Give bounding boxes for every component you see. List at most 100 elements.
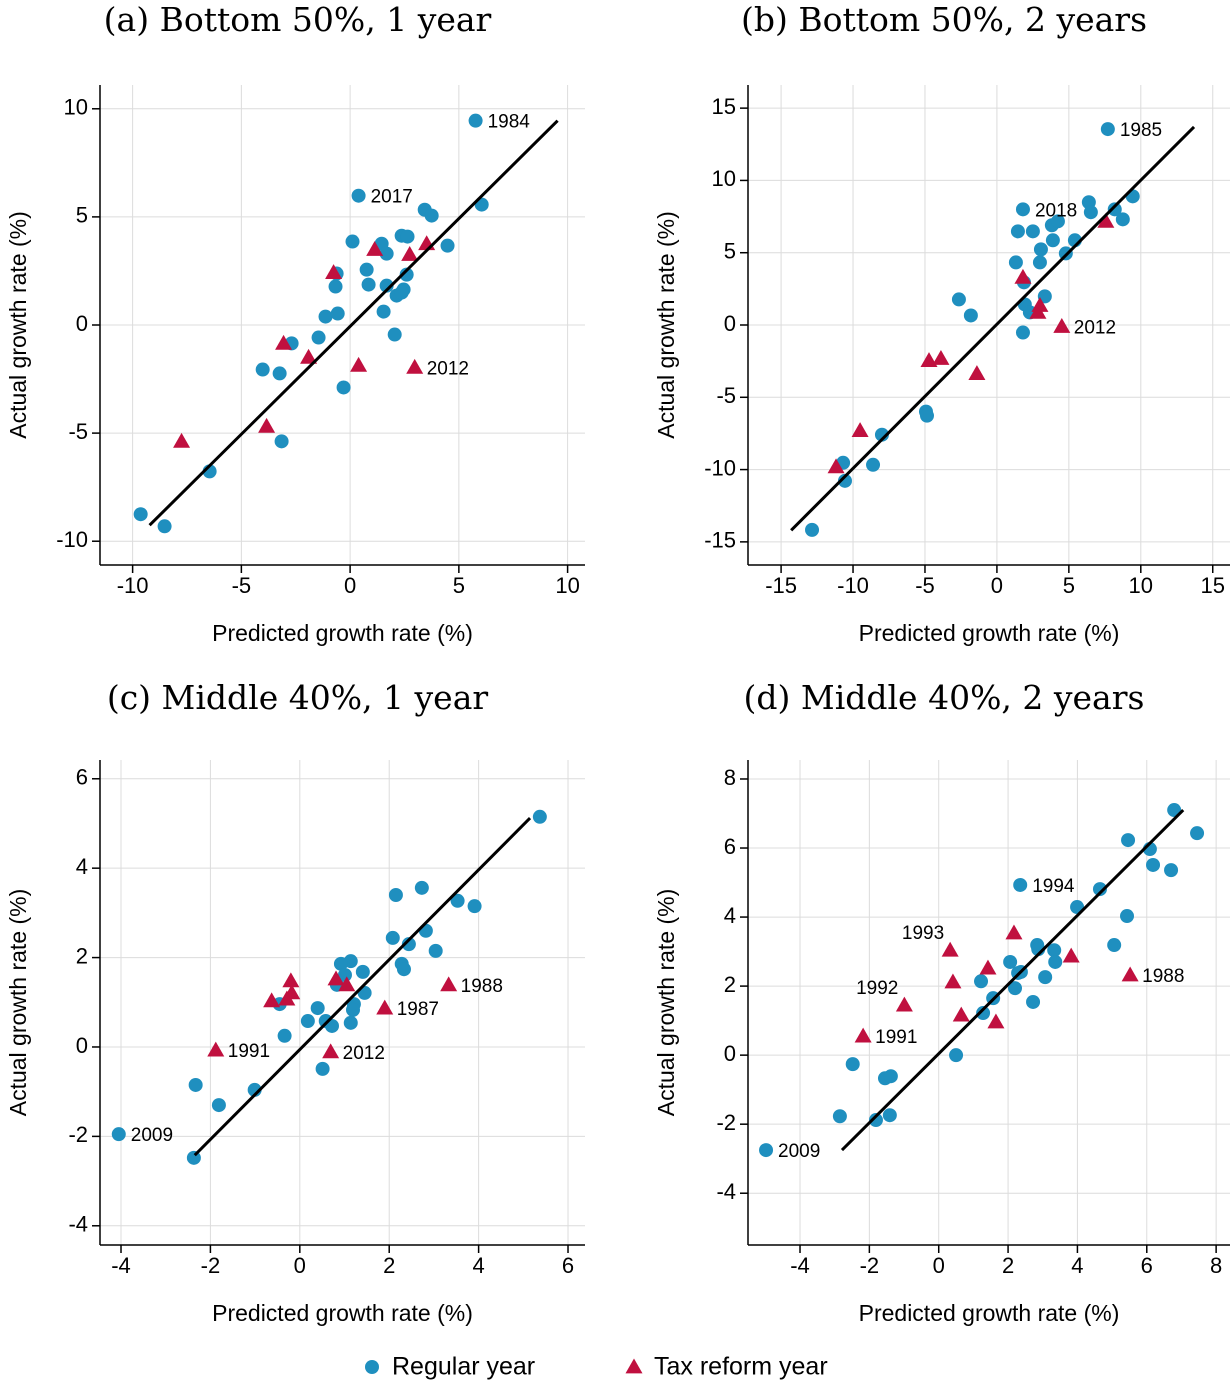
y-tick-label: 10 — [64, 95, 88, 120]
y-tick-label: 2 — [724, 972, 736, 997]
annotation: 2009 — [778, 1141, 820, 1162]
annotation: 2012 — [1074, 317, 1116, 338]
panel-title: (a) Bottom 50%, 1 year — [104, 0, 492, 39]
y-tick-label: 4 — [724, 903, 736, 928]
data-point — [1048, 954, 1063, 969]
annotation: 1988 — [1142, 966, 1184, 987]
data-point — [325, 264, 343, 280]
annotation: 1988 — [461, 976, 503, 997]
y-tick-label: 5 — [76, 203, 88, 228]
x-tick-label: 0 — [933, 1253, 945, 1278]
x-tick-label: 15 — [1200, 573, 1224, 598]
data-point — [1047, 943, 1062, 958]
legend-label: Regular year — [392, 1353, 535, 1381]
data-point — [207, 1041, 225, 1057]
data-point — [987, 1013, 1005, 1029]
data-point — [963, 308, 978, 323]
annotation: 1985 — [1120, 120, 1162, 141]
data-point — [388, 887, 403, 902]
data-point — [400, 229, 415, 244]
x-axis-label: Predicted growth rate (%) — [859, 1300, 1120, 1326]
data-point — [318, 309, 333, 324]
data-point — [1003, 954, 1018, 969]
data-point — [949, 1048, 964, 1063]
data-point — [851, 422, 869, 438]
x-tick-label: 2 — [383, 1253, 395, 1278]
data-point — [133, 507, 148, 522]
data-point — [414, 880, 429, 895]
data-point — [941, 941, 959, 957]
data-point — [315, 1061, 330, 1076]
data-point — [1053, 317, 1071, 333]
y-axis-label: Actual growth rate (%) — [5, 889, 31, 1117]
fit-line — [790, 125, 1196, 532]
data-point — [1107, 202, 1122, 217]
data-point — [376, 999, 394, 1015]
data-point — [424, 208, 439, 223]
x-tick-label: -4 — [111, 1253, 131, 1278]
data-point — [274, 434, 289, 449]
data-point — [275, 334, 293, 350]
y-tick-label: 5 — [724, 239, 736, 264]
x-axis-label: Predicted growth rate (%) — [212, 620, 473, 646]
data-point — [376, 304, 391, 319]
data-point — [832, 1109, 847, 1124]
x-axis-label: Predicted growth rate (%) — [859, 620, 1120, 646]
data-point — [866, 457, 881, 472]
data-point — [379, 278, 394, 293]
data-point — [868, 1113, 883, 1128]
y-axis-label: Actual growth rate (%) — [653, 889, 679, 1117]
y-tick-label: 0 — [76, 1033, 88, 1058]
x-tick-label: 8 — [1210, 1253, 1222, 1278]
data-point — [919, 408, 934, 423]
fit-line — [148, 119, 559, 527]
data-point — [336, 380, 351, 395]
data-point — [351, 188, 366, 203]
data-point — [333, 956, 348, 971]
y-tick-label: 4 — [76, 854, 88, 879]
data-point — [300, 1014, 315, 1029]
data-point — [882, 1108, 897, 1123]
data-point — [328, 279, 343, 294]
data-point — [355, 964, 370, 979]
data-point — [385, 930, 400, 945]
annotation: 1991 — [875, 1027, 917, 1048]
x-tick-label: 0 — [294, 1253, 306, 1278]
fit-line — [193, 817, 532, 1157]
x-tick-label: 4 — [472, 1253, 484, 1278]
x-tick-label: 6 — [562, 1253, 574, 1278]
data-point — [311, 330, 326, 345]
y-axis-label: Actual growth rate (%) — [653, 211, 679, 439]
data-point — [1115, 212, 1130, 227]
x-tick-label: 2 — [1002, 1253, 1014, 1278]
data-point — [974, 974, 989, 989]
y-tick-label: -4 — [68, 1212, 88, 1237]
y-tick-label: -15 — [704, 528, 736, 553]
y-tick-label: -10 — [56, 527, 88, 552]
data-point — [1005, 924, 1023, 940]
annotation: 1984 — [488, 112, 531, 133]
annotation: 2012 — [427, 358, 469, 379]
data-point — [1033, 242, 1048, 257]
data-point — [283, 984, 301, 1000]
data-point — [173, 432, 191, 448]
data-point — [406, 358, 424, 374]
x-tick-label: 10 — [1129, 573, 1153, 598]
data-point — [1031, 296, 1049, 312]
data-point — [468, 113, 483, 128]
data-point — [1097, 212, 1115, 228]
data-point — [827, 458, 845, 474]
x-tick-label: -5 — [915, 573, 935, 598]
data-point — [1190, 826, 1205, 841]
x-tick-label: 6 — [1141, 1253, 1153, 1278]
data-point — [263, 992, 281, 1008]
data-point — [1092, 882, 1107, 897]
data-point — [1121, 966, 1139, 982]
fit-line — [840, 808, 1185, 1152]
data-point — [532, 809, 547, 824]
annotation: 1994 — [1032, 876, 1075, 897]
data-point — [338, 976, 356, 992]
data-point — [258, 417, 276, 433]
data-point — [300, 348, 318, 364]
